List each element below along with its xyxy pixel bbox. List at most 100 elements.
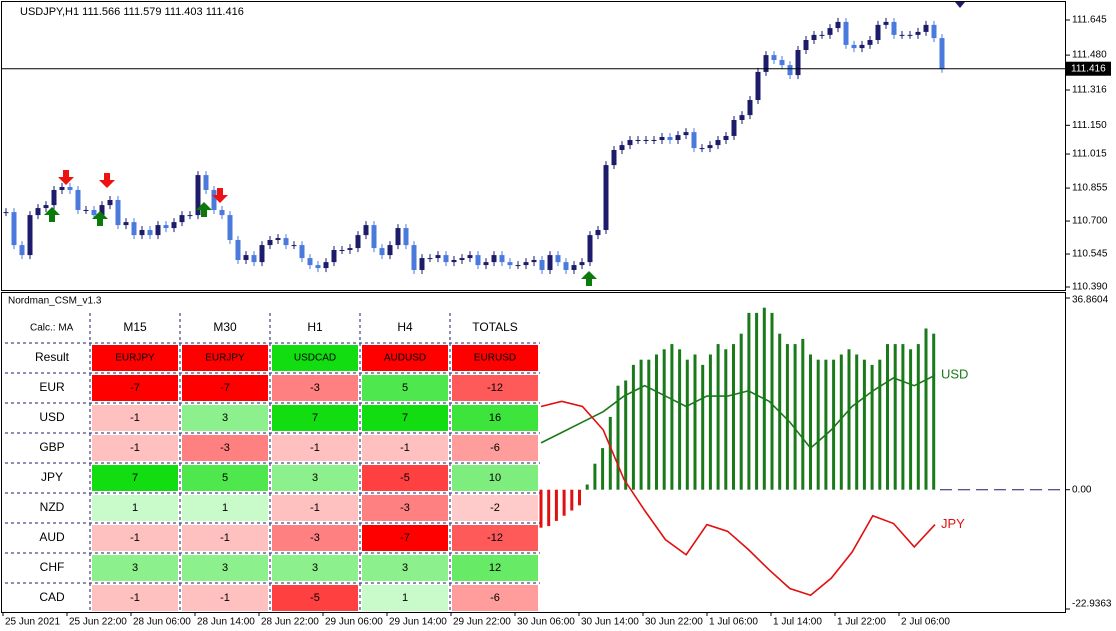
cell-value: -2 [490,502,500,514]
strength-bar [662,349,666,490]
candle-body [259,245,265,263]
cell-value: 3 [312,562,318,574]
bid-label: 111.416 [1071,63,1106,74]
candle-body [603,165,609,230]
candle-body [155,225,161,236]
strength-cell [452,435,538,461]
candle-body [611,149,617,166]
x-tick-label: 29 Jun 06:00 [325,617,383,628]
candle-body [427,258,433,260]
candle-body [123,222,129,226]
x-tick-label: 30 Jun 06:00 [517,617,575,628]
cell-value: -5 [400,472,410,484]
strength-cell [452,525,538,551]
candle-body [243,255,249,260]
candle-body [43,205,49,209]
candle-body [19,245,25,256]
candle-body [571,265,577,270]
strength-cell [92,555,178,581]
x-tick-label: 28 Jun 22:00 [261,617,319,628]
x-tick-label: 30 Jun 22:00 [645,617,703,628]
strength-bar [670,344,674,490]
candle-body [899,34,905,36]
candle-body [515,265,521,267]
strength-bar [932,333,936,490]
candle-body [11,212,17,246]
strength-bar [909,349,913,490]
strength-cell [92,585,178,611]
candle-body [147,229,153,236]
candle-body [27,215,33,256]
strength-cell [272,405,358,431]
y-tick-label: 111.316 [1072,85,1107,96]
candle-body [387,245,393,256]
candle-body [771,55,777,60]
candle-body [635,139,641,141]
strength-bar [578,489,581,506]
cell-value: -3 [400,502,410,514]
candle-body [763,55,769,72]
candle-body [539,259,545,270]
strength-line [540,400,936,597]
x-tick-label: 25 Jun 22:00 [69,617,127,628]
candle-body [675,135,681,140]
strength-bar [785,344,789,490]
cell-value: 1 [402,592,408,604]
y-tick-label: 110.700 [1072,216,1108,227]
cell-value: 16 [489,412,501,424]
candle-body [67,187,73,190]
candle-body [715,139,721,146]
cell-value: -1 [130,442,140,454]
strength-bar [570,489,574,511]
result-text: USDCAD [294,353,336,364]
candle-body [219,209,225,216]
candle-body [59,187,65,190]
strength-cell [182,585,268,611]
candle-body [491,255,497,263]
candle-body [531,259,537,263]
column-header: TOTALS [472,320,518,334]
strength-bar [608,416,612,490]
candle-body [475,255,481,266]
strength-bar [732,344,735,490]
candle-body [795,49,801,76]
candle-body [395,228,401,246]
candle-body [907,34,913,36]
cell-value: 7 [402,412,408,424]
cell-value: 1 [132,502,138,514]
candle-body [451,259,457,263]
sell-arrow [99,173,115,188]
candle-body [827,28,833,35]
strength-bar [886,344,889,490]
candle-body [499,255,505,263]
candle-body [355,235,361,249]
candle-body [251,255,257,263]
strength-bar [716,344,720,490]
strength-cell [272,375,358,401]
row-label: AUD [39,530,65,544]
candle-body [507,262,513,266]
strength-cell [182,405,268,431]
candle-body [875,24,881,40]
strength-cell [452,405,538,431]
y-tick-label: 110.390 [1072,282,1108,293]
cell-value: -3 [310,532,320,544]
strength-bar [616,385,620,490]
candle-body [667,137,673,140]
x-tick-label: 1 Jul 22:00 [837,617,886,628]
cell-value: -3 [220,442,230,454]
candle-body [803,39,809,50]
buy-arrow [581,271,597,286]
candle-body [755,71,761,100]
result-cell [182,345,268,371]
candle-body [619,145,625,150]
candle-body [315,265,321,269]
strength-bar [870,364,874,490]
candle-body [443,255,449,263]
candle-body [731,119,737,136]
candle-body [723,135,729,140]
y-tick-label: 111.150 [1072,120,1107,131]
strength-cell [362,585,448,611]
series-label: JPY [941,516,965,531]
strength-cell [452,495,538,521]
